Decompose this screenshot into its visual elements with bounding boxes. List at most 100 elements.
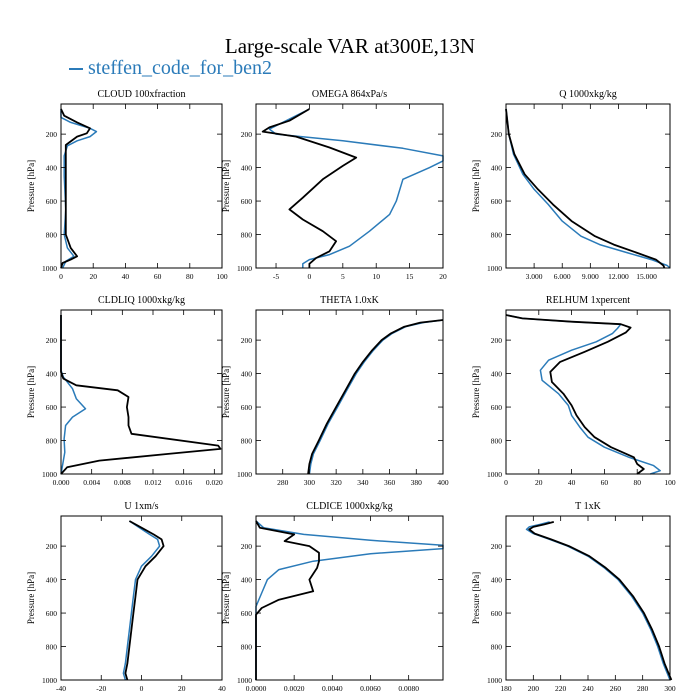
x-tick-label: 20 [439, 272, 447, 281]
x-tick-label: 240 [582, 684, 594, 693]
plot-frame [255, 103, 444, 269]
y-tick-label: 400 [241, 576, 253, 585]
panel-6: RELHUM 1xpercent Pressure [hPa] 0 20 40 60 80 1… [471, 295, 676, 487]
y-tick-label: 600 [241, 609, 253, 618]
panel-title: CLDLIQ 1000xkg/kg [98, 295, 185, 306]
x-tick-label: 20 [89, 272, 97, 281]
x-tick-label: 0.020 [206, 478, 223, 487]
x-tick-label: 360 [384, 478, 396, 487]
panel-9: T 1xK Pressure [hPa] 180 200 220 240 260 280 300… [471, 501, 676, 693]
y-tick-label: 400 [491, 576, 503, 585]
x-tick-label: 0.0040 [322, 684, 343, 693]
y-tick-label: 400 [241, 164, 253, 173]
y-axis-label: Pressure [hPa] [221, 366, 231, 418]
y-tick-label: 200 [491, 542, 503, 551]
y-tick-label: 400 [46, 370, 58, 379]
panel-8: CLDICE 1000xkg/kg Pressure [hPa] 0.0000 0.0… [221, 501, 444, 693]
panel-1: CLOUD 100xfraction Pressure [hPa] 0 20 40 60 8… [26, 89, 228, 281]
y-tick-label: 200 [491, 336, 503, 345]
y-tick-label: 1000 [237, 470, 252, 479]
x-tick-label: 0.0000 [246, 684, 267, 693]
y-axis-label: Pressure [hPa] [26, 366, 36, 418]
x-tick-label: 0.0020 [284, 684, 305, 693]
y-axis-label: Pressure [hPa] [471, 572, 481, 624]
series-line-2 [261, 108, 358, 268]
panel-title: RELHUM 1xpercent [546, 295, 630, 306]
y-tick-label: 200 [46, 542, 58, 551]
x-tick-label: 0 [308, 272, 312, 281]
x-tick-label: 80 [186, 272, 194, 281]
series-line-1 [268, 108, 444, 268]
figure-title: Large-scale VAR at300E,13N [224, 34, 476, 58]
y-tick-label: 200 [46, 336, 58, 345]
panel-title: THETA 1.0xK [320, 295, 379, 306]
y-axis-label: Pressure [hPa] [471, 366, 481, 418]
y-tick-label: 1000 [237, 264, 252, 273]
series-line-2 [60, 108, 91, 269]
y-axis-label: Pressure [hPa] [471, 160, 481, 212]
plot-frame [60, 309, 223, 475]
x-tick-label: 0.004 [83, 478, 100, 487]
x-tick-label: 60 [154, 272, 162, 281]
y-tick-label: 600 [491, 609, 503, 618]
y-tick-label: 600 [46, 197, 58, 206]
legend: steffen_code_for_ben2 [69, 57, 272, 80]
y-tick-label: 400 [241, 370, 253, 379]
y-tick-label: 600 [46, 609, 58, 618]
plot-frame [505, 515, 671, 681]
x-tick-label: 0.0080 [398, 684, 419, 693]
y-tick-label: 1000 [42, 676, 57, 685]
x-tick-label: -40 [56, 684, 66, 693]
x-tick-label: 60 [601, 478, 609, 487]
panel-title: OMEGA 864xPa/s [312, 89, 387, 100]
y-tick-label: 800 [491, 437, 503, 446]
x-tick-label: 0.000 [53, 478, 70, 487]
panel-4: CLDLIQ 1000xkg/kg Pressure [hPa] 0.000 0.00… [26, 295, 223, 487]
y-tick-label: 800 [46, 437, 58, 446]
y-tick-label: 1000 [487, 470, 502, 479]
y-tick-label: 1000 [237, 676, 252, 685]
x-tick-label: 0.008 [114, 478, 131, 487]
y-axis-label: Pressure [hPa] [26, 572, 36, 624]
y-tick-label: 400 [46, 164, 58, 173]
x-tick-label: 15 [406, 272, 414, 281]
legend-swatch [69, 68, 83, 71]
x-tick-label: 5 [341, 272, 345, 281]
y-tick-label: 600 [46, 403, 58, 412]
plot-frame [60, 515, 223, 681]
x-tick-label: 80 [633, 478, 641, 487]
y-tick-label: 800 [241, 437, 253, 446]
y-tick-label: 200 [491, 130, 503, 139]
x-tick-label: 20 [178, 684, 186, 693]
series-line-1 [505, 108, 671, 269]
x-tick-label: 0.016 [175, 478, 192, 487]
x-tick-label: 3.000 [526, 272, 543, 281]
series-line-2 [528, 521, 673, 681]
x-tick-label: 320 [331, 478, 343, 487]
y-tick-label: 400 [491, 370, 503, 379]
y-tick-label: 800 [46, 231, 58, 240]
x-tick-label: 40 [122, 272, 130, 281]
x-tick-label: 9.000 [582, 272, 599, 281]
y-tick-label: 600 [491, 197, 503, 206]
x-tick-label: 380 [411, 478, 423, 487]
x-tick-label: 100 [216, 272, 228, 281]
x-tick-label: 20 [535, 478, 543, 487]
series-line-2 [505, 108, 666, 269]
y-tick-label: 400 [46, 576, 58, 585]
y-tick-label: 200 [241, 336, 253, 345]
y-tick-label: 400 [491, 164, 503, 173]
panel-2: OMEGA 864xPa/s Pressure [hPa] -5 0 5 10 15 20 20… [221, 89, 447, 281]
x-tick-label: 220 [555, 684, 567, 693]
x-tick-label: 280 [277, 478, 289, 487]
x-tick-label: 0 [59, 272, 63, 281]
y-tick-label: 600 [491, 403, 503, 412]
plot-frame [255, 515, 444, 681]
panel-title: CLOUD 100xfraction [97, 89, 185, 100]
y-axis-label: Pressure [hPa] [26, 160, 36, 212]
x-tick-label: 40 [568, 478, 576, 487]
y-tick-label: 1000 [42, 264, 57, 273]
x-tick-label: 0 [504, 478, 508, 487]
y-tick-label: 1000 [487, 676, 502, 685]
